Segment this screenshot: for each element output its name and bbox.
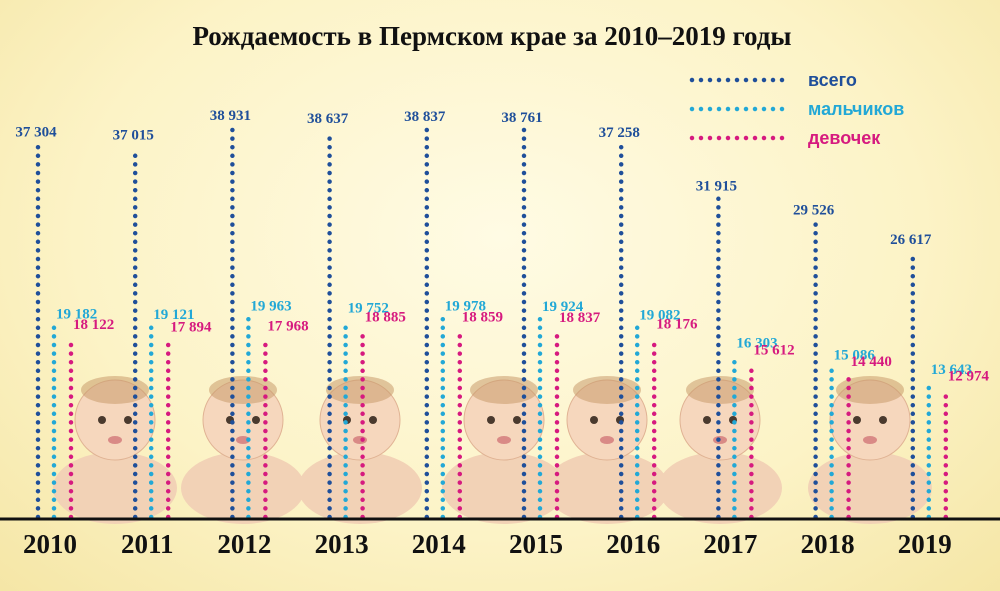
- value-label: 37 258: [599, 125, 640, 141]
- baby-photo: [298, 376, 422, 524]
- legend-label: мальчиков: [808, 99, 904, 119]
- x-tick-label: 2014: [412, 529, 466, 559]
- value-label: 37 304: [15, 124, 57, 140]
- value-label: 31 915: [696, 179, 737, 195]
- baby-photo: [808, 376, 932, 524]
- value-label: 38 837: [404, 109, 446, 125]
- value-label: 18 176: [656, 317, 698, 333]
- baby-photos: [53, 376, 932, 524]
- value-label: 12 974: [948, 369, 990, 385]
- value-label: 15 612: [753, 342, 794, 358]
- x-tick-label: 2015: [509, 529, 563, 559]
- value-label: 19 182: [56, 306, 97, 322]
- x-tick-label: 2018: [801, 529, 855, 559]
- value-label: 19 963: [250, 299, 291, 315]
- x-tick-label: 2011: [121, 529, 174, 559]
- value-label: 19 978: [445, 298, 486, 314]
- value-label: 26 617: [890, 232, 932, 248]
- value-label: 13 643: [931, 362, 972, 378]
- x-axis-ticks: 2010 2011 2012 2013 2014 2015 2016 2017 2018 2019: [23, 529, 952, 559]
- value-label: 38 761: [501, 110, 542, 126]
- value-label: 16 303: [736, 335, 777, 351]
- value-label: 18 122: [73, 317, 114, 333]
- legend-label: всего: [808, 70, 857, 90]
- baby-photo: [658, 376, 782, 524]
- legend-label: девочек: [808, 128, 881, 148]
- value-label: 38 637: [307, 111, 349, 127]
- x-tick-label: 2010: [23, 529, 77, 559]
- value-label: 18 859: [462, 310, 503, 326]
- value-label: 17 968: [267, 319, 308, 335]
- value-label: 18 837: [559, 310, 601, 326]
- value-label: 19 082: [639, 307, 680, 323]
- baby-photo: [545, 376, 669, 524]
- value-label: 29 526: [793, 203, 835, 219]
- value-label: 15 086: [834, 348, 876, 364]
- value-label: 14 440: [851, 354, 892, 370]
- value-label: 18 885: [365, 309, 406, 325]
- value-label: 38 931: [210, 108, 251, 124]
- legend: всего мальчиков девочек: [689, 70, 904, 148]
- x-tick-label: 2012: [217, 529, 271, 559]
- x-tick-label: 2016: [606, 529, 660, 559]
- value-label: 17 894: [170, 319, 212, 335]
- value-label: 37 015: [113, 127, 154, 143]
- chart-title: Рождаемость в Пермском крае за 2010–2019…: [192, 21, 791, 51]
- baby-photo: [181, 376, 305, 524]
- x-tick-label: 2019: [898, 529, 952, 559]
- x-tick-label: 2013: [315, 529, 369, 559]
- value-label: 19 121: [153, 307, 194, 323]
- value-label: 19 752: [348, 301, 389, 317]
- x-tick-label: 2017: [703, 529, 757, 559]
- value-label: 19 924: [542, 299, 584, 315]
